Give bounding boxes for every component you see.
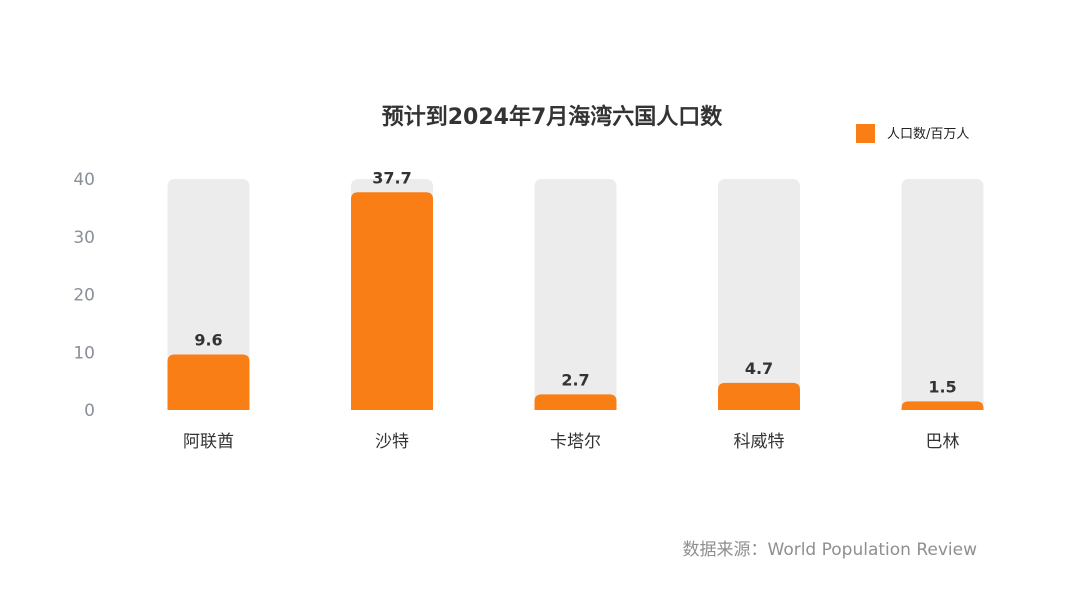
data-label: 37.7 bbox=[372, 168, 411, 187]
y-tick-label: 0 bbox=[84, 401, 95, 421]
category-label: 沙特 bbox=[375, 432, 409, 452]
category-label: 卡塔尔 bbox=[550, 432, 601, 452]
chart-title: 预计到2024年7月海湾六国人口数 bbox=[382, 104, 724, 130]
data-label: 2.7 bbox=[561, 370, 589, 389]
bar bbox=[718, 382, 800, 410]
legend: 人口数/百万人 bbox=[856, 124, 969, 143]
y-tick-label: 40 bbox=[73, 170, 95, 190]
bar-track bbox=[534, 179, 617, 410]
bar bbox=[351, 192, 433, 410]
bar-track bbox=[167, 179, 250, 410]
y-tick-label: 20 bbox=[73, 286, 95, 306]
y-tick-label: 10 bbox=[73, 343, 95, 363]
legend-swatch bbox=[856, 124, 875, 143]
bars: 9.6 37.7 2.7 4.7 1.5 bbox=[167, 168, 984, 410]
category-label: 阿联酋 bbox=[183, 432, 234, 452]
category-label: 科威特 bbox=[734, 432, 785, 452]
data-label: 9.6 bbox=[194, 331, 222, 350]
bar-track bbox=[718, 179, 800, 410]
legend-label: 人口数/百万人 bbox=[887, 127, 969, 142]
bar bbox=[534, 394, 617, 410]
category-labels: 阿联酋 沙特 卡塔尔 科威特 巴林 bbox=[183, 432, 960, 452]
category-label: 巴林 bbox=[926, 432, 960, 452]
data-label: 1.5 bbox=[928, 377, 956, 396]
bar-track bbox=[901, 179, 984, 410]
bar bbox=[901, 401, 984, 410]
data-label: 4.7 bbox=[745, 359, 773, 378]
bar bbox=[167, 354, 250, 410]
y-axis: 0 10 20 30 40 bbox=[73, 170, 95, 421]
source-note: 数据来源：World Population Review bbox=[683, 540, 978, 560]
y-tick-label: 30 bbox=[73, 228, 95, 248]
